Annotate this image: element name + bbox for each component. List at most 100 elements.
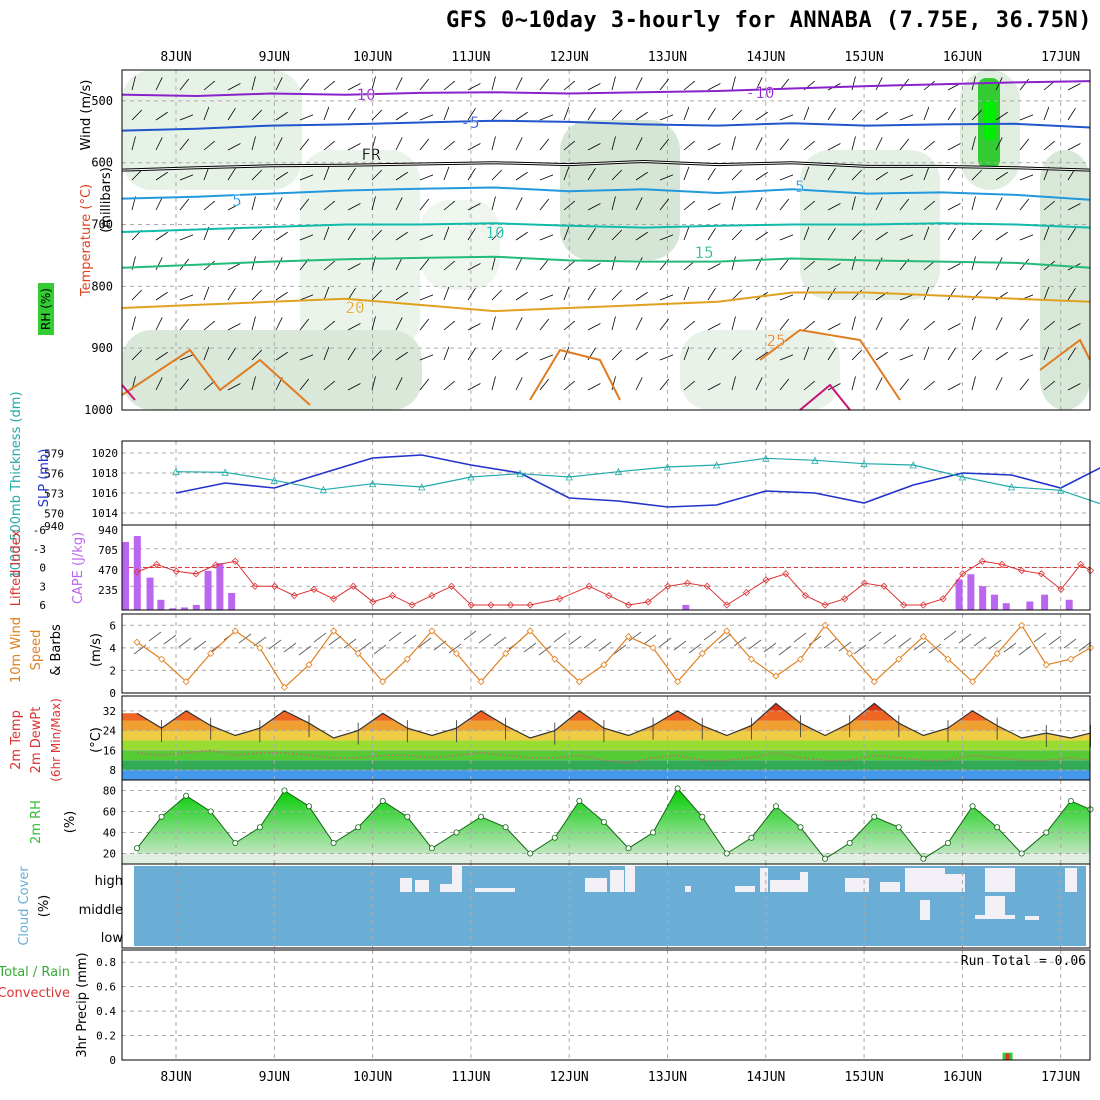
y-tick-temp: 8	[109, 764, 116, 777]
thickness-marker	[958, 473, 967, 481]
wind-barb	[947, 263, 961, 271]
y-tick-wind: 0	[109, 687, 116, 700]
wind-barb	[611, 289, 623, 301]
ylabel-cape: CAPE (J/kg)	[71, 532, 86, 604]
wind-barb	[323, 106, 330, 121]
rh-marker	[379, 798, 386, 805]
rh-marker	[772, 803, 779, 810]
wind-barb	[923, 226, 930, 241]
thickness-marker	[368, 479, 377, 488]
wind-barb	[635, 171, 648, 181]
wind10-marker	[477, 678, 485, 686]
wind-barb	[491, 376, 496, 391]
wind-barb	[635, 77, 643, 91]
wind-barb	[587, 107, 596, 121]
wind-barb	[731, 169, 743, 181]
wind10-marker	[502, 649, 510, 658]
wind-barb	[563, 200, 576, 211]
wind-barb	[467, 83, 481, 91]
wind-barb	[779, 198, 790, 211]
wind-barb	[131, 76, 136, 91]
rh-patch	[420, 200, 500, 290]
wind-barb	[971, 169, 983, 181]
precip-frame	[121, 949, 1091, 1061]
wind-barb	[227, 227, 236, 241]
wind-barb	[971, 349, 983, 361]
wind-barb	[347, 107, 356, 121]
wind-barb	[947, 287, 956, 301]
lifted-index-line	[136, 560, 1091, 606]
wind-barb	[515, 77, 523, 91]
li-marker	[290, 592, 298, 600]
wind-barb	[1043, 346, 1050, 361]
rh-marker	[453, 829, 460, 836]
wind-barb	[803, 260, 816, 271]
wind10-marker	[1067, 655, 1075, 663]
wind-barb	[299, 378, 310, 391]
wind10-marker	[1042, 661, 1050, 669]
wind-barb	[155, 377, 163, 391]
wind-barb	[923, 140, 936, 151]
wind-barb	[251, 76, 256, 91]
cloud-gap	[985, 896, 1005, 918]
wind-barb	[539, 198, 550, 211]
rh-marker	[674, 785, 681, 792]
wind-barb	[203, 260, 216, 271]
wind-barb	[587, 167, 596, 181]
chart-title: GFS 0~10day 3-hourly for ANNABA (7.75E, …	[445, 8, 1092, 33]
wind-barb	[803, 346, 810, 361]
wind-barb	[851, 109, 863, 121]
wind-barb	[875, 231, 888, 241]
wind-barb	[635, 197, 643, 211]
wind-barb	[587, 383, 601, 391]
wind-barb	[131, 289, 143, 301]
wind-barb	[539, 378, 550, 391]
wind10-barb	[853, 644, 867, 655]
wind-barb	[323, 286, 330, 301]
y-tick-precip: 0.6	[96, 981, 116, 994]
wind-barb	[299, 294, 314, 301]
wind10-marker	[133, 638, 141, 646]
wind-barb	[635, 257, 643, 271]
wind-barb	[563, 320, 576, 331]
wind-barb	[1019, 114, 1034, 121]
wind-barb	[899, 318, 910, 331]
y-tick-li: -3	[33, 543, 46, 556]
wind-barb	[347, 347, 356, 361]
wind-barb	[1019, 138, 1030, 151]
rh-marker	[232, 840, 239, 847]
rh-marker	[527, 850, 534, 857]
wind-barb	[587, 143, 601, 151]
cloud-gap	[400, 878, 412, 892]
wind-barb	[275, 317, 283, 331]
wind-barb	[491, 256, 496, 271]
wind10-barb	[1048, 635, 1062, 646]
x-tick-top: 14JUN	[746, 50, 785, 65]
wind10-barb	[238, 633, 252, 644]
x-tick-top: 11JUN	[451, 50, 490, 65]
wind10-marker	[944, 655, 952, 663]
rh-marker	[1043, 829, 1050, 836]
wind-barb	[755, 111, 768, 121]
x-tick-bottom: 12JUN	[550, 1070, 589, 1085]
cloud-gap	[845, 878, 869, 892]
wind-barb	[443, 80, 456, 91]
y-tick-thickness: 573	[44, 488, 64, 501]
wind-barb	[971, 289, 983, 301]
isotherm-line	[121, 186, 1091, 201]
wind-barb	[323, 200, 336, 211]
wind-barb	[875, 377, 883, 391]
li-marker	[271, 582, 279, 590]
wind-barb	[179, 78, 190, 91]
wind10-marker	[968, 678, 977, 686]
li-marker	[624, 601, 633, 609]
wind-barb	[683, 106, 690, 121]
stability-frame	[121, 524, 1091, 611]
cape-bar	[1065, 599, 1073, 610]
wind-barb	[827, 383, 841, 391]
wind10-barb	[463, 630, 477, 641]
x-tick-bottom: 10JUN	[353, 1070, 392, 1085]
rh-marker	[748, 834, 755, 841]
wind-barb	[947, 323, 961, 331]
